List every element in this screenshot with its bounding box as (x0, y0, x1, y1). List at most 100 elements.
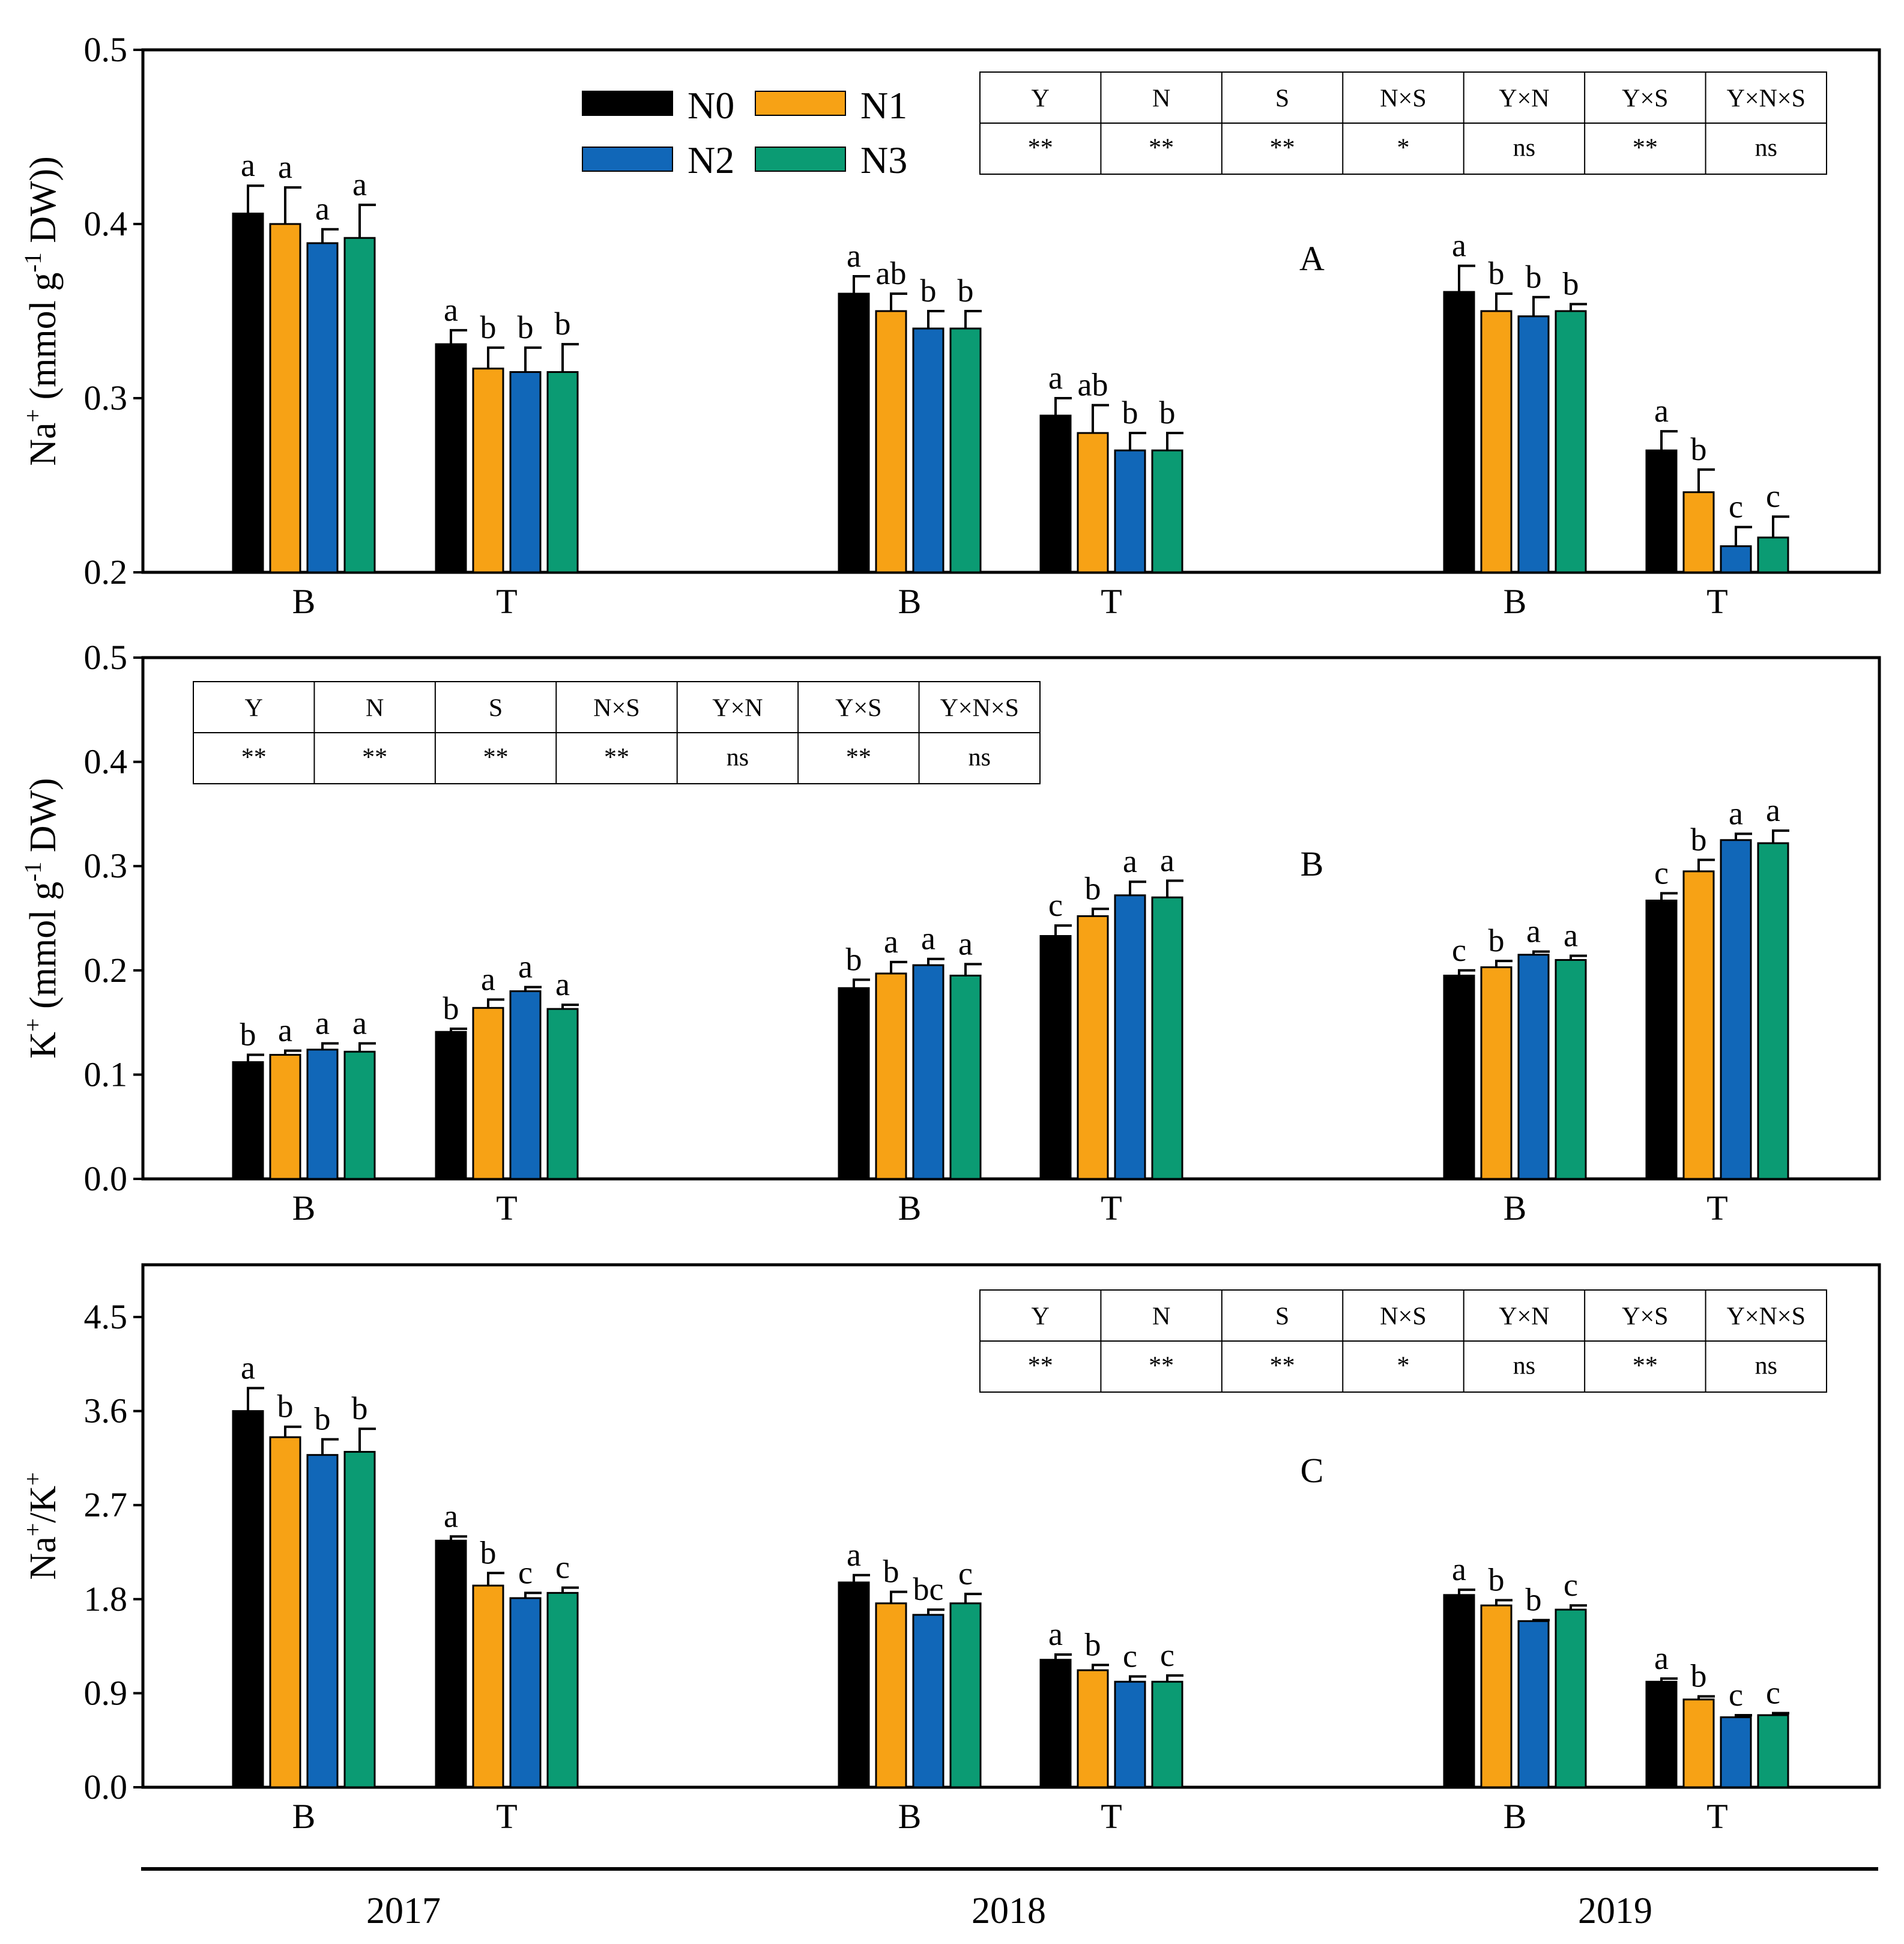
panel-b: 0.0 0.1 0.2 0.3 0.4 0.5 K+ (mmol g-1 DW) B T B T B T… (19, 638, 1881, 1228)
bar-n1-2019-b (1480, 310, 1513, 574)
significance-letter: b (240, 1016, 256, 1052)
anova-value-cell: ns (1513, 135, 1535, 162)
significance-letter: a (1123, 843, 1137, 879)
anova-header-cell: Y×S (835, 695, 881, 722)
panel-b-category-label: T (496, 1189, 517, 1228)
panel-b-category-label: T (1101, 1189, 1122, 1228)
significance-letter: c (1123, 1638, 1137, 1674)
ylabel-part: + (19, 1523, 46, 1537)
anova-value-cell: ns (969, 744, 991, 772)
legend-swatch-n0 (582, 91, 673, 116)
panel-c-ytick-label: 2.7 (84, 1485, 128, 1524)
panel-b-anova-table: Y ** N ** S ** N×S ** Y×N ns Y×S ** Y×N×S ns (193, 681, 1041, 784)
panel-b-category-label: B (292, 1189, 316, 1228)
bar-n0-2019-b (1443, 974, 1475, 1180)
anova-header-cell: N×S (1380, 85, 1426, 113)
anova-value-cell: ** (604, 744, 629, 772)
legend: N0 N1 N2 N3 (582, 84, 907, 181)
anova-header-cell: N (366, 695, 384, 722)
significance-letter: b (846, 941, 862, 977)
bar-n3-2017-t (546, 371, 579, 574)
panel-c-frame (141, 1263, 1881, 1789)
significance-letter: b (480, 309, 497, 345)
significance-letter: b (1488, 255, 1505, 291)
year-axis: 2017 2018 2019 (141, 1867, 1878, 1931)
bar-n1-2018-t (1077, 915, 1109, 1180)
legend-swatch-n1 (755, 91, 846, 116)
bar-n0-2017-b (232, 1061, 264, 1180)
significance-letter: a (1048, 1616, 1063, 1652)
significance-letter: a (555, 966, 570, 1002)
significance-letter: a (278, 1012, 292, 1048)
significance-letter: c (1729, 1677, 1743, 1713)
anova-header-cell: Y×N×S (940, 695, 1019, 722)
ylabel-part: (mmol g (23, 882, 64, 1018)
anova-header-cell: N×S (1380, 1303, 1426, 1331)
anova-value-cell: ** (241, 744, 267, 772)
ylabel-part: DW) (23, 778, 64, 861)
anova-value-cell: ** (1028, 1352, 1053, 1380)
panel-c-ytick-label: 0.9 (84, 1673, 128, 1712)
anova-header-cell: S (1275, 85, 1289, 113)
anova-header-cell: Y×N (1499, 85, 1549, 113)
significance-letter: ab (1078, 367, 1108, 403)
bar-n2-2019-b (1517, 315, 1550, 574)
anova-value-cell: ** (1633, 1352, 1658, 1380)
significance-letter: b (920, 273, 937, 309)
significance-letter: c (1564, 1567, 1578, 1603)
significance-letter: a (481, 961, 495, 997)
bar-n3-2018-b (949, 974, 982, 1180)
ylabel-part: + (19, 1472, 46, 1486)
bar-n1-2019-t (1682, 1698, 1715, 1788)
bar-n2-2018-t (1114, 894, 1146, 1180)
bar-n1-2019-t (1682, 491, 1715, 574)
bar-n0-2019-t (1645, 899, 1678, 1180)
bar-n0-2017-t (435, 1031, 467, 1180)
anova-header-cell: S (489, 695, 503, 722)
significance-letter: a (1452, 1551, 1466, 1587)
anova-value-cell: ** (483, 744, 509, 772)
anova-header-cell: Y×S (1622, 85, 1668, 113)
legend-label-n1: N1 (860, 84, 907, 127)
panel-a-category-label: T (1101, 582, 1122, 621)
anova-header-cell: N (1152, 1303, 1170, 1331)
bar-n0-2017-b (232, 213, 264, 574)
bar-n3-2018-b (949, 1602, 982, 1788)
bar-n0-2019-t (1645, 449, 1678, 574)
bar-n2-2017-b (306, 1049, 339, 1180)
panel-c-ytick-label: 1.8 (84, 1579, 128, 1618)
significance-letter: b (1563, 265, 1579, 301)
anova-value-cell: ** (1270, 135, 1295, 162)
anova-value-cell: ** (846, 744, 871, 772)
year-label-2018: 2018 (972, 1891, 1046, 1931)
panel-a-ytick-label: 0.4 (84, 204, 128, 243)
significance-letter: a (1766, 792, 1780, 828)
significance-letter: c (1048, 887, 1063, 923)
significance-letter: a (315, 1005, 330, 1041)
panel-c-ytick-label: 0.0 (84, 1767, 128, 1806)
significance-letter: a (958, 925, 973, 961)
legend-label-n3: N3 (860, 139, 907, 181)
bar-n0-2017-t (435, 1539, 467, 1788)
bar-n3-2017-t (546, 1008, 579, 1180)
significance-letter: b (1122, 395, 1138, 431)
panel-a-ytick-label: 0.5 (84, 30, 128, 69)
panel-a-anova-table: Y ** N ** S ** N×S * Y×N ns Y×S ** Y×N×S ns (979, 71, 1827, 175)
legend-swatch-n3 (755, 147, 846, 172)
bar-n1-2017-t (472, 368, 504, 574)
bar-n0-2017-t (435, 343, 467, 574)
panel-c-category-label: T (1101, 1797, 1122, 1836)
bar-n3-2018-b (949, 327, 982, 574)
panel-a-ylabel: Na+ (mmol g-1 DW)) (19, 156, 64, 466)
significance-letter: c (958, 1555, 973, 1591)
panel-b-category-label: B (898, 1189, 922, 1228)
bar-n3-2018-t (1151, 1680, 1183, 1788)
bar-n1-2017-t (472, 1007, 504, 1180)
significance-letter: b (352, 1390, 368, 1426)
bar-n0-2019-b (1443, 1594, 1475, 1788)
panel-c-anova-table: Y ** N ** S ** N×S * Y×N ns Y×S ** Y×N×S ns (979, 1289, 1827, 1393)
panel-a-category-label: B (898, 582, 922, 621)
significance-letter: c (1766, 1674, 1780, 1710)
bar-n0-2017-b (232, 1410, 264, 1788)
